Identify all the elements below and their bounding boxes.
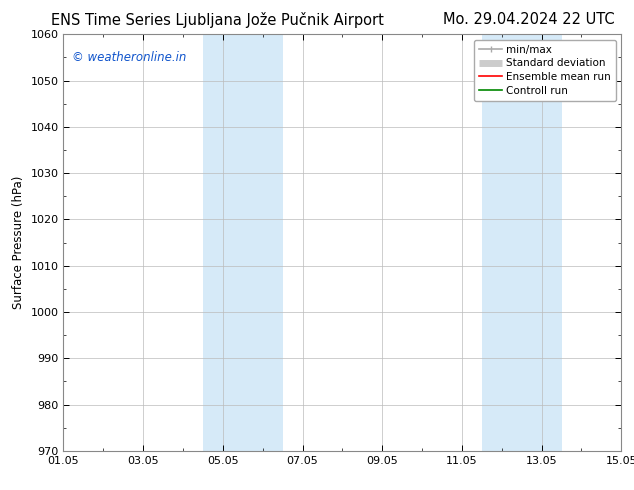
Bar xyxy=(482,34,562,451)
Y-axis label: Surface Pressure (hPa): Surface Pressure (hPa) xyxy=(12,176,25,309)
Text: © weatheronline.in: © weatheronline.in xyxy=(72,51,186,64)
Text: Mo. 29.04.2024 22 UTC: Mo. 29.04.2024 22 UTC xyxy=(443,12,615,27)
Legend: min/max, Standard deviation, Ensemble mean run, Controll run: min/max, Standard deviation, Ensemble me… xyxy=(474,40,616,101)
Bar xyxy=(203,34,283,451)
Text: ENS Time Series Ljubljana Jože Pučnik Airport: ENS Time Series Ljubljana Jože Pučnik Ai… xyxy=(51,12,384,28)
